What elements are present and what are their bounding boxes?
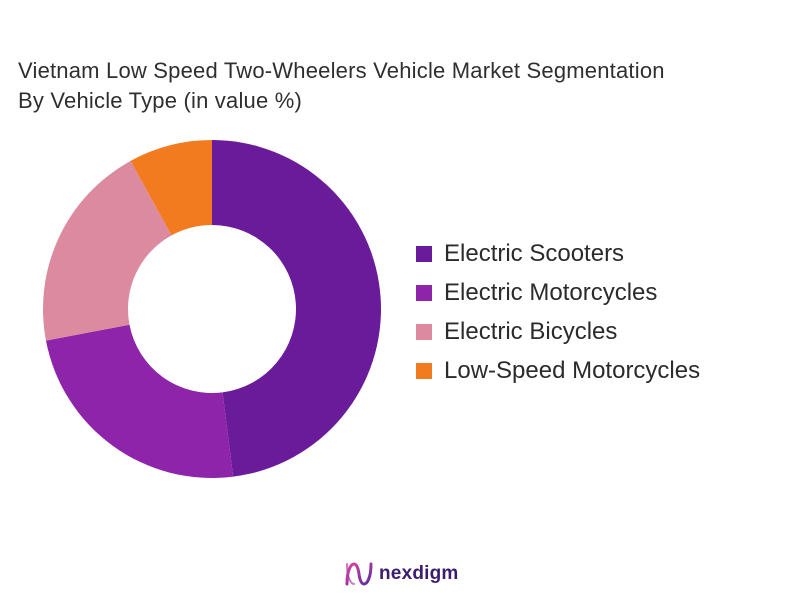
nexdigm-logo-icon xyxy=(345,562,373,586)
donut-slice-electric-bicycles xyxy=(42,160,172,341)
brand-name: nexdigm xyxy=(379,563,459,584)
legend-swatch xyxy=(416,285,432,301)
legend-label: Electric Bicycles xyxy=(444,318,618,345)
donut-slice-electric-motorcycles xyxy=(45,324,234,478)
chart-legend: Electric Scooters Electric Motorcycles E… xyxy=(416,236,786,392)
legend-item-electric-motorcycles: Electric Motorcycles xyxy=(416,275,786,311)
legend-item-electric-scooters: Electric Scooters xyxy=(416,236,786,272)
chart-title: Vietnam Low Speed Two-Wheelers Vehicle M… xyxy=(18,56,788,116)
legend-label: Electric Scooters xyxy=(444,240,625,267)
legend-item-low-speed-motorcycles: Low-Speed Motorcycles xyxy=(416,353,786,389)
legend-item-electric-bicycles: Electric Bicycles xyxy=(416,314,786,350)
donut-slice-low-speed-motorcycles xyxy=(130,140,212,236)
donut-slice-electric-scooters xyxy=(212,140,381,477)
legend-label: Low-Speed Motorcycles xyxy=(444,357,701,384)
legend-label: Electric Motorcycles xyxy=(444,279,658,306)
legend-swatch xyxy=(416,324,432,340)
legend-swatch xyxy=(416,363,432,379)
donut-slices xyxy=(42,140,381,478)
chart-title-line-1: Vietnam Low Speed Two-Wheelers Vehicle M… xyxy=(18,58,665,83)
brand-footer: nexdigm xyxy=(344,559,459,589)
legend-swatch xyxy=(416,246,432,262)
chart-title-line-2: By Vehicle Type (in value %) xyxy=(18,88,303,113)
